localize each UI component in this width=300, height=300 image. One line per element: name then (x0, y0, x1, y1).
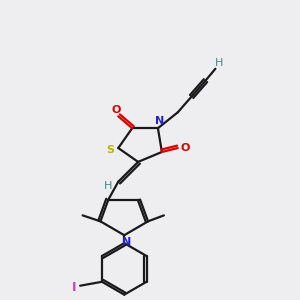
Text: S: S (106, 145, 114, 155)
Text: H: H (104, 181, 112, 191)
Text: O: O (112, 105, 121, 116)
Text: O: O (181, 143, 190, 153)
Text: N: N (122, 237, 131, 247)
Text: I: I (72, 281, 76, 294)
Text: N: N (155, 116, 164, 126)
Text: H: H (215, 58, 224, 68)
